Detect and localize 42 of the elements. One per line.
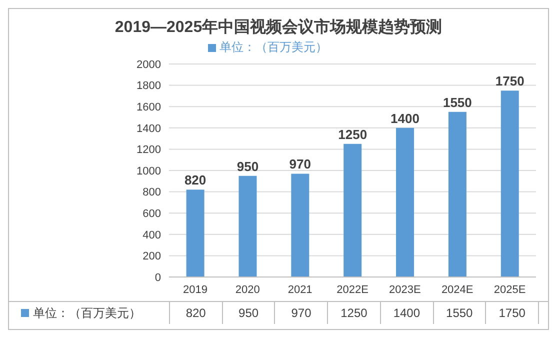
data-label: 1250 bbox=[328, 302, 381, 324]
y-tick-label: 1800 bbox=[136, 80, 161, 92]
text: 1550 bbox=[442, 94, 472, 110]
y-tick-label: 800 bbox=[142, 186, 161, 199]
data-label: 950 bbox=[222, 302, 276, 324]
y-tick-label: 1600 bbox=[136, 102, 161, 114]
y-tick-label: 1400 bbox=[136, 122, 161, 135]
x-tick-label: 2020 bbox=[235, 284, 260, 296]
text: 1250 bbox=[338, 126, 368, 142]
x-tick-label: 2022E bbox=[336, 284, 368, 296]
text: 1400 bbox=[390, 110, 420, 126]
bar bbox=[238, 176, 257, 277]
bar bbox=[500, 90, 519, 277]
data-label: 1550 bbox=[434, 302, 486, 324]
x-tick-label: 2023E bbox=[389, 284, 421, 296]
text: 820 bbox=[184, 172, 206, 188]
x-tick-label: 2019 bbox=[182, 284, 208, 296]
text: 单位：（百万美元） bbox=[33, 306, 141, 320]
text: 970 bbox=[289, 156, 312, 172]
data-label: 970 bbox=[275, 302, 328, 324]
x-tick-label: 2021 bbox=[288, 284, 312, 296]
chart-title: 2019—2025年中国视频会议市场规模趋势预测 bbox=[114, 17, 444, 38]
bar bbox=[186, 190, 204, 277]
y-tick-label: 200 bbox=[142, 250, 161, 263]
bar bbox=[448, 112, 466, 277]
text: 950 bbox=[236, 158, 259, 174]
bar bbox=[396, 128, 414, 277]
x-tick-label: 2025E bbox=[494, 284, 526, 296]
y-tick-label: 1000 bbox=[136, 165, 161, 178]
legend-label: 单位：（百万美元） bbox=[220, 40, 328, 54]
text: 1750 bbox=[495, 74, 524, 89]
y-tick-label: 600 bbox=[142, 208, 161, 220]
y-tick-label: 400 bbox=[142, 229, 161, 242]
y-tick-label: 0 bbox=[154, 272, 161, 284]
data-label: 1750 bbox=[486, 302, 539, 324]
data-label: 820 bbox=[170, 302, 223, 324]
data-label: 1400 bbox=[380, 302, 434, 324]
bar bbox=[291, 174, 310, 277]
bar bbox=[344, 144, 362, 277]
y-tick-label: 1200 bbox=[136, 144, 161, 156]
x-tick-label: 2024E bbox=[441, 284, 474, 296]
y-tick-label: 2000 bbox=[136, 58, 161, 71]
